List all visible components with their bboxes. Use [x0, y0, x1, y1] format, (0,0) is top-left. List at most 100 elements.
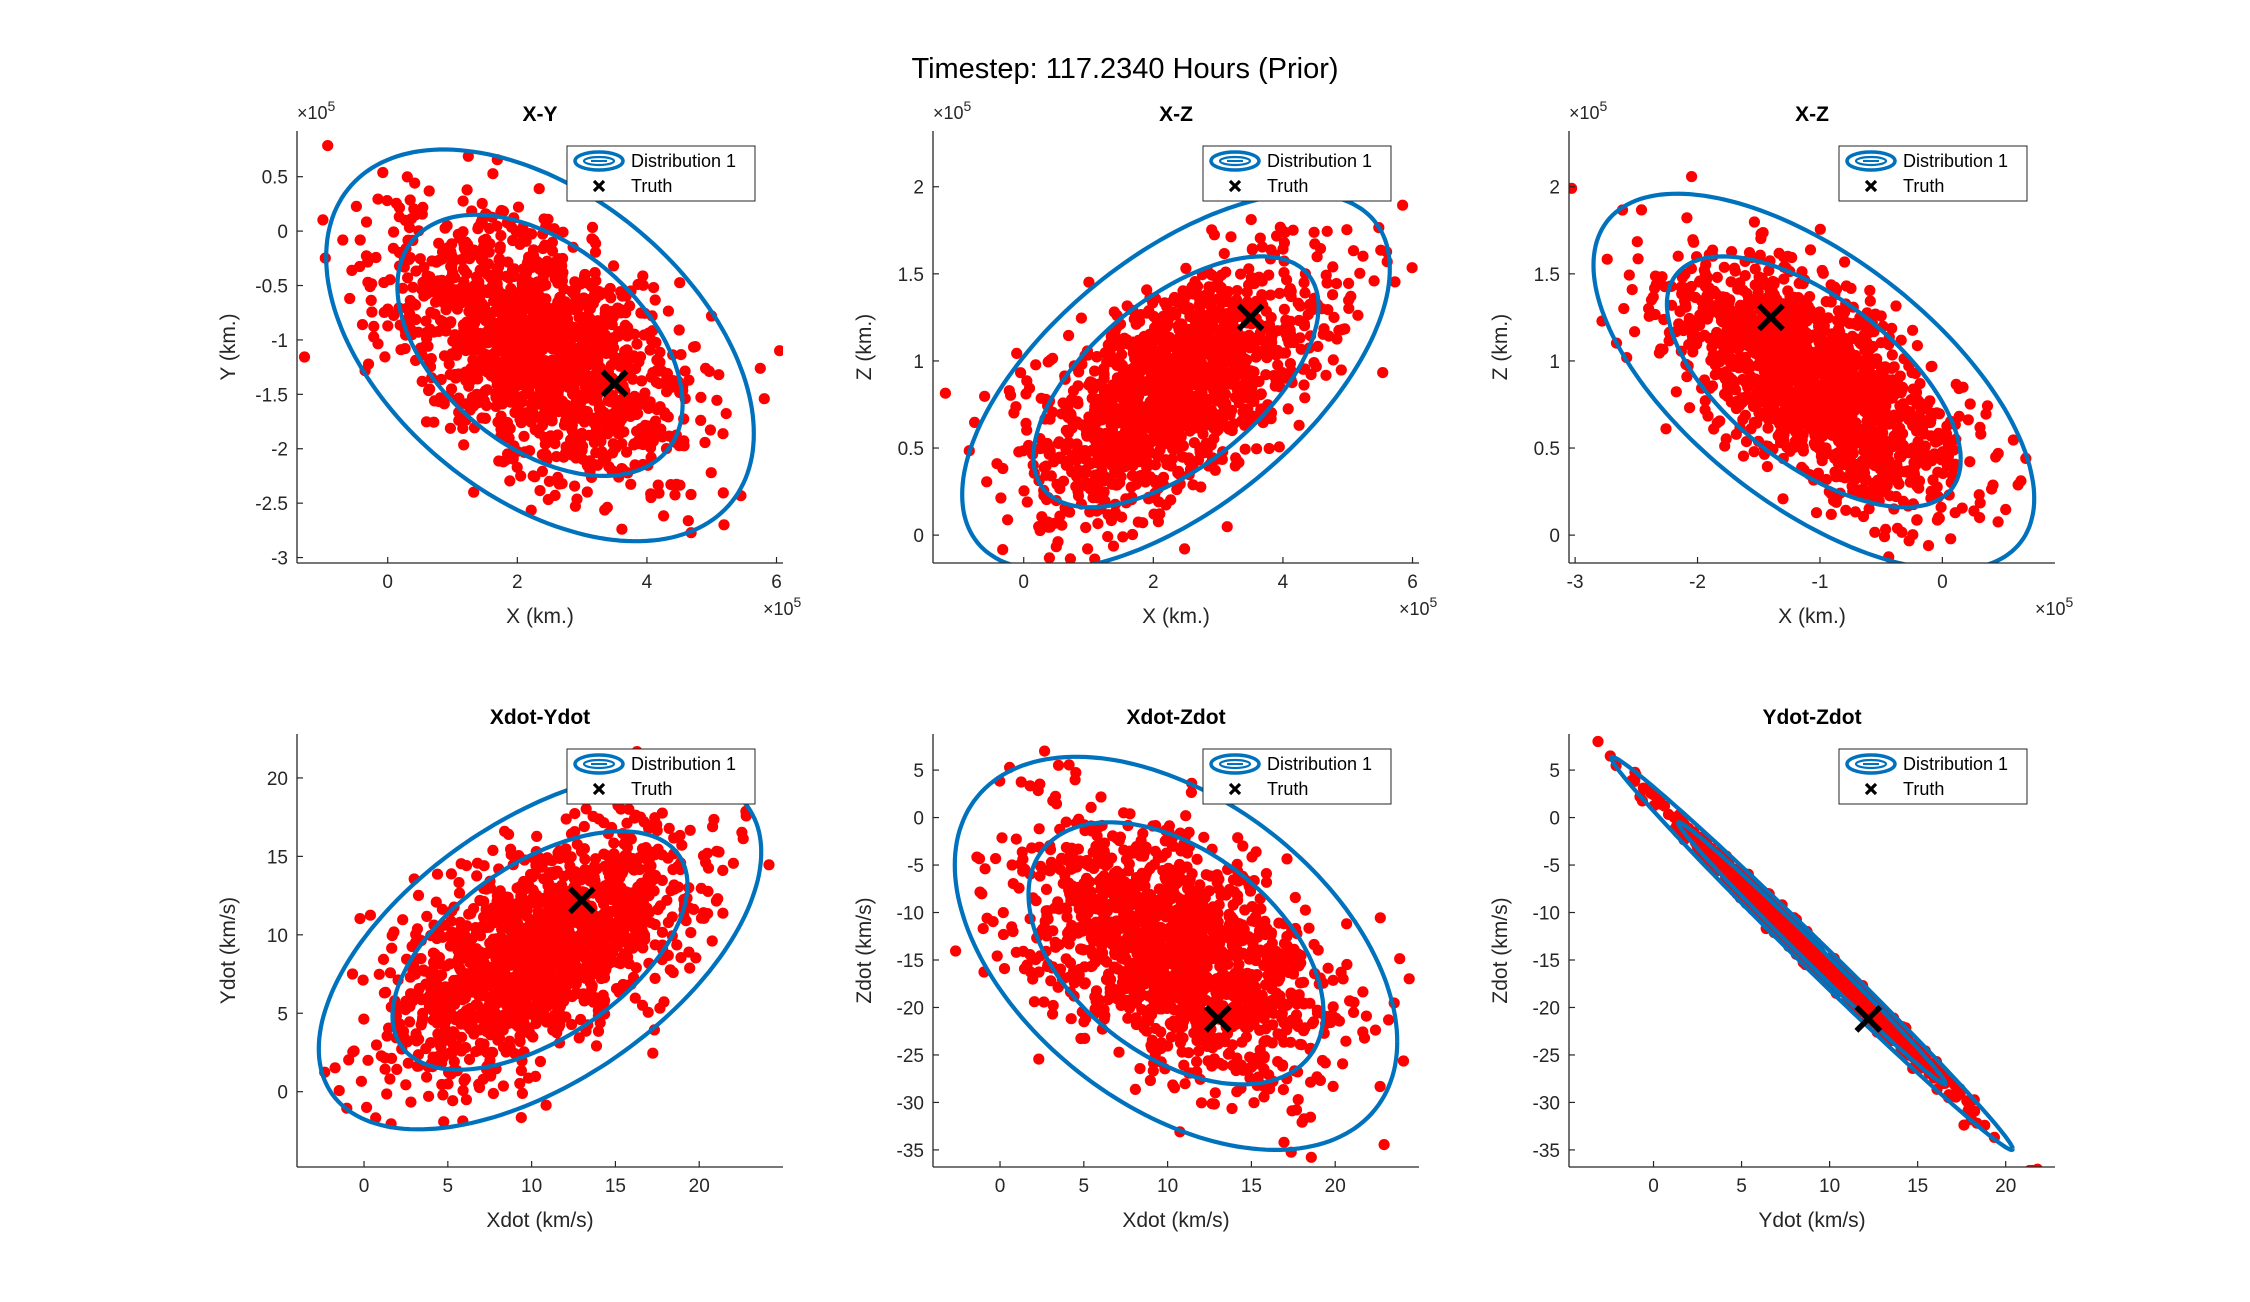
- sample-point: [1818, 320, 1830, 332]
- sample-point: [1828, 495, 1840, 507]
- sample-point: [1846, 330, 1858, 342]
- sample-point: [1823, 373, 1835, 385]
- sample-point: [1279, 347, 1292, 359]
- sample-point: [399, 343, 411, 355]
- sample-point: [645, 371, 657, 383]
- sample-point: [570, 452, 582, 464]
- sample-point: [1308, 226, 1320, 238]
- sample-point: [1132, 393, 1144, 405]
- sample-point: [688, 341, 700, 353]
- sample-point: [1883, 418, 1895, 430]
- sample-point: [1176, 451, 1188, 463]
- sample-point: [1711, 271, 1723, 283]
- sample-point: [424, 323, 436, 335]
- sample-point: [1737, 414, 1749, 426]
- sample-point: [651, 354, 663, 366]
- sample-point: [1192, 377, 1204, 389]
- sample-point: [621, 446, 633, 458]
- sample-point: [455, 254, 467, 266]
- sample-point: [1268, 369, 1280, 382]
- sample-point: [556, 270, 568, 282]
- sample-point: [1043, 448, 1055, 460]
- sample-point: [1203, 326, 1215, 338]
- sample-point: [1825, 508, 1837, 520]
- sample-point: [649, 972, 661, 985]
- sample-point: [1117, 531, 1129, 543]
- sample-point: [1973, 489, 1985, 501]
- sample-point: [1920, 452, 1932, 464]
- sample-point: [599, 412, 612, 424]
- sample-point: [1869, 526, 1881, 538]
- sample-point: [1618, 303, 1630, 315]
- sample-point: [554, 291, 566, 303]
- sample-point: [621, 330, 633, 342]
- sample-point: [542, 493, 554, 506]
- sample-point: [492, 285, 504, 297]
- sample-point: [1284, 283, 1296, 295]
- sample-point: [1860, 449, 1872, 461]
- sample-point: [1083, 276, 1095, 288]
- sample-point: [1780, 396, 1792, 408]
- y-tick-label: 1: [1549, 352, 1560, 373]
- sample-point: [590, 360, 603, 372]
- sample-point: [1925, 485, 1937, 497]
- sample-point: [1748, 314, 1760, 326]
- sample-point: [574, 393, 586, 405]
- sample-point: [492, 320, 505, 332]
- sample-point: [1200, 437, 1212, 449]
- sample-point: [1204, 299, 1216, 311]
- sample-point: [444, 422, 456, 434]
- distribution-samples: [1569, 171, 2032, 563]
- sample-point: [705, 467, 717, 479]
- sample-point: [1282, 403, 1294, 415]
- sample-point: [468, 486, 480, 498]
- sample-point: [361, 1101, 373, 1113]
- sample-point: [397, 282, 409, 294]
- sample-point: [337, 234, 349, 246]
- sample-point: [408, 203, 420, 215]
- sample-point: [552, 395, 564, 407]
- sample-point: [1047, 352, 1059, 364]
- sample-point: [515, 417, 527, 429]
- sample-point: [377, 166, 389, 179]
- sample-point: [1737, 450, 1750, 462]
- sample-point: [515, 470, 527, 482]
- sample-point: [461, 268, 473, 280]
- sample-point: [643, 327, 655, 339]
- sample-point: [1829, 448, 1841, 460]
- sample-point: [1903, 535, 1915, 547]
- sample-point: [401, 171, 413, 183]
- sample-point: [1933, 408, 1945, 420]
- sample-point: [494, 241, 506, 253]
- sample-point: [1904, 476, 1916, 488]
- sample-point: [378, 276, 390, 289]
- sample-point: [1810, 507, 1823, 519]
- sample-point: [1045, 470, 1057, 482]
- sample-point: [1125, 481, 1137, 493]
- sample-point: [619, 397, 631, 409]
- sample-point: [1264, 289, 1276, 301]
- sample-point: [1299, 287, 1311, 299]
- sample-point: [606, 319, 618, 331]
- sample-point: [1882, 385, 1894, 397]
- sample-point: [1187, 479, 1199, 491]
- sample-point: [1737, 326, 1749, 339]
- sample-point: [1251, 443, 1263, 455]
- sample-point: [1203, 407, 1215, 420]
- y-tick-label: 0: [277, 222, 288, 243]
- sample-point: [1091, 416, 1103, 428]
- sample-point: [1808, 370, 1820, 382]
- sample-point: [754, 362, 766, 374]
- sample-point: [1863, 503, 1875, 515]
- sample-point: [1683, 339, 1695, 351]
- sample-point: [1942, 450, 1954, 463]
- ellipse-3sigma: [324, 147, 756, 544]
- sample-point: [713, 369, 725, 381]
- sample-point: [449, 272, 461, 284]
- sample-point: [1152, 450, 1165, 462]
- sample-point: [1225, 231, 1237, 243]
- sample-point: [662, 305, 675, 317]
- truth-legend-icon: [1228, 179, 1242, 193]
- sample-point: [1834, 306, 1846, 318]
